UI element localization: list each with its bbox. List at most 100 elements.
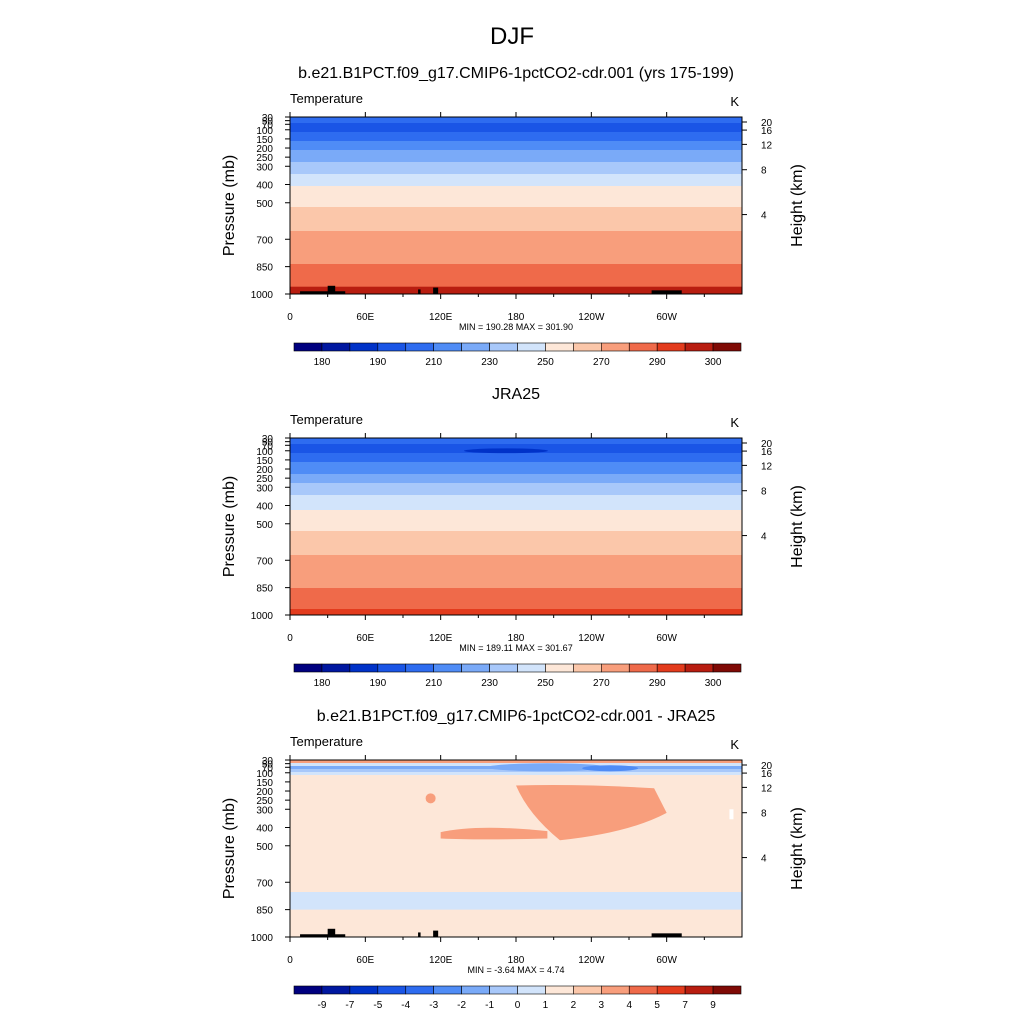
contour-band bbox=[290, 210, 742, 214]
topography-mask bbox=[418, 289, 421, 294]
contour-band bbox=[290, 510, 742, 514]
contour-band bbox=[290, 483, 742, 487]
contour-band bbox=[290, 513, 742, 517]
contour-band bbox=[290, 207, 742, 211]
colorbar-swatch bbox=[489, 663, 518, 673]
colorbar-label: 180 bbox=[314, 357, 331, 368]
y-tick-label: 30 bbox=[262, 434, 274, 445]
y-tick-label: 250 bbox=[256, 796, 273, 807]
contour-band bbox=[290, 600, 742, 604]
x-tick-label: 180 bbox=[508, 312, 525, 323]
colorbar-swatch bbox=[601, 663, 630, 673]
contour-band bbox=[290, 501, 742, 505]
y2-tick-label: 20 bbox=[761, 439, 773, 450]
contour-band bbox=[290, 204, 742, 208]
contour-band bbox=[290, 528, 742, 532]
colorbar-label: 290 bbox=[649, 678, 666, 689]
contour-band bbox=[290, 591, 742, 595]
y-tick-label: 1000 bbox=[251, 290, 274, 301]
topography-mask bbox=[651, 290, 682, 294]
contour-band bbox=[290, 805, 742, 809]
contour-band bbox=[290, 123, 742, 127]
contour-band bbox=[290, 844, 742, 848]
colorbar-label: 250 bbox=[537, 678, 554, 689]
y-tick-label: 150 bbox=[256, 456, 273, 467]
contour-band bbox=[290, 871, 742, 875]
contour-band bbox=[290, 171, 742, 175]
contour-band bbox=[290, 603, 742, 607]
x-tick-label: 120W bbox=[578, 633, 605, 644]
y-tick-label: 400 bbox=[256, 502, 273, 513]
colorbar-label: 7 bbox=[682, 1000, 688, 1011]
contour-band bbox=[290, 216, 742, 220]
y-tick-label: 70 bbox=[262, 441, 274, 452]
contour-band bbox=[290, 537, 742, 541]
y2-tick-label: 8 bbox=[761, 809, 767, 820]
colorbar-swatch bbox=[433, 663, 462, 673]
contour-band bbox=[290, 285, 742, 289]
colorbar-swatch bbox=[656, 342, 686, 352]
contour-band bbox=[290, 495, 742, 499]
colorbar-swatch bbox=[293, 663, 323, 673]
contour-band bbox=[290, 240, 742, 244]
y-tick-label: 500 bbox=[256, 842, 273, 853]
colorbar-swatch bbox=[293, 342, 323, 352]
x-tick-label: 60W bbox=[656, 633, 677, 644]
contour-band bbox=[290, 162, 742, 166]
colorbar-swatch bbox=[349, 985, 379, 995]
y-tick-label: 150 bbox=[256, 778, 273, 789]
colorbar-label: 290 bbox=[649, 357, 666, 368]
y-tick-label: 850 bbox=[256, 906, 273, 917]
y-tick-label: 300 bbox=[256, 805, 273, 816]
y-tick-label: 200 bbox=[256, 787, 273, 798]
topography-mask bbox=[300, 934, 346, 937]
colorbar-label: 0 bbox=[515, 1000, 521, 1011]
y2-tick-label: 12 bbox=[761, 140, 773, 151]
contour-band bbox=[290, 606, 742, 610]
colorbar-swatch bbox=[656, 985, 686, 995]
contour-band bbox=[290, 525, 742, 529]
negative-anomaly-contour bbox=[487, 763, 608, 772]
y-tick-label: 850 bbox=[256, 263, 273, 274]
contour-band bbox=[290, 228, 742, 232]
colorbar-label: 230 bbox=[481, 678, 498, 689]
contour-band bbox=[290, 456, 742, 460]
contour-band bbox=[290, 156, 742, 160]
contour-band bbox=[290, 159, 742, 163]
contour-band bbox=[290, 898, 742, 902]
y2-tick-label: 4 bbox=[761, 532, 767, 543]
colorbar-label: 270 bbox=[593, 678, 610, 689]
contour-band bbox=[290, 862, 742, 866]
y-axis-title: Pressure (mb) bbox=[221, 155, 238, 256]
contour-band bbox=[290, 252, 742, 256]
contour-band bbox=[290, 772, 742, 776]
colorbar-label: 180 bbox=[314, 678, 331, 689]
colorbar-swatch bbox=[628, 663, 658, 673]
contour-band bbox=[290, 781, 742, 785]
topography-mask bbox=[418, 932, 421, 937]
contour-band bbox=[290, 237, 742, 241]
contour-band bbox=[290, 180, 742, 184]
contour-band bbox=[290, 549, 742, 553]
negative-anomaly-contour bbox=[582, 765, 639, 772]
y2-tick-label: 16 bbox=[761, 126, 773, 137]
contour-band bbox=[290, 775, 742, 779]
contour-band bbox=[290, 261, 742, 265]
contour-band bbox=[290, 468, 742, 472]
contour-band bbox=[290, 567, 742, 571]
y-tick-label: 50 bbox=[262, 760, 274, 771]
contour-band bbox=[290, 279, 742, 283]
contour-band bbox=[290, 555, 742, 559]
contour-band bbox=[290, 784, 742, 788]
cold-core-contour bbox=[463, 448, 548, 454]
y-tick-label: 30 bbox=[262, 113, 274, 124]
colorbar-swatch bbox=[573, 342, 602, 352]
topography-mask bbox=[651, 933, 682, 937]
y2-tick-label: 20 bbox=[761, 118, 773, 129]
y-tick-label: 70 bbox=[262, 120, 274, 131]
y2-tick-label: 4 bbox=[761, 854, 767, 865]
panel-left-label: Temperature bbox=[290, 91, 363, 106]
contour-band bbox=[290, 462, 742, 466]
colorbar-label: 270 bbox=[593, 357, 610, 368]
contour-band bbox=[290, 477, 742, 481]
